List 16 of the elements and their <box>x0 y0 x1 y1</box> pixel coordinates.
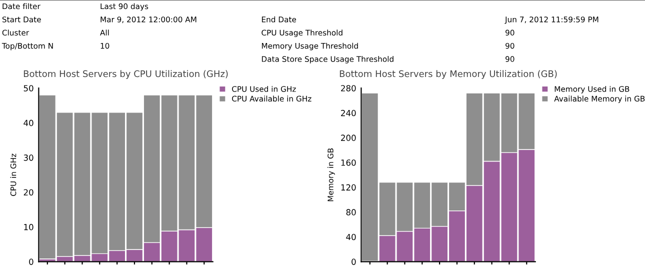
y-tick-label: 120 <box>341 184 356 191</box>
y-tick-label: 160 <box>341 159 356 166</box>
y-tick-label: 40 <box>346 234 356 240</box>
y-tick-label: 10 <box>24 224 34 230</box>
y-tick-label: 0 <box>29 258 34 265</box>
y-tick-label: 80 <box>346 209 356 216</box>
y-tick-label: 40 <box>24 120 34 126</box>
y-tick-label: 280 <box>341 85 356 92</box>
chart-title: Bottom Host Servers by CPU Utilization (GHz) <box>24 70 228 79</box>
y-tick-label: 240 <box>341 110 356 116</box>
y-tick-label: 200 <box>341 134 356 141</box>
y-tick-label: 50 <box>24 85 34 92</box>
y-tick-label: 20 <box>24 189 34 196</box>
chart-title: Bottom Host Servers by Memory Utilization (GB) <box>340 70 557 79</box>
y-tick-label: 30 <box>24 154 34 161</box>
y-tick-label: 0 <box>352 258 356 265</box>
